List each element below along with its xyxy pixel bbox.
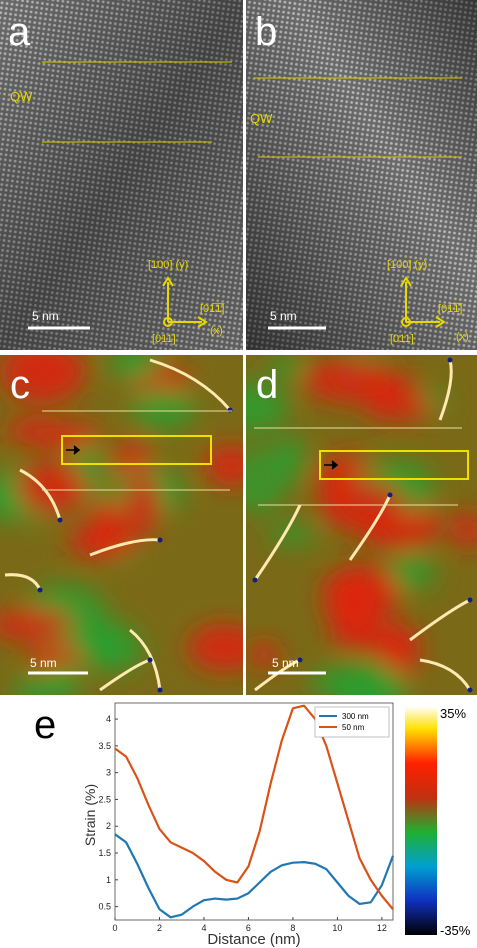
y-tick-label: 4 (106, 714, 111, 724)
strain-blob (268, 524, 317, 545)
axis-label: [011] (152, 333, 176, 345)
y-tick-label: 1.5 (98, 848, 111, 858)
dislocation-core (158, 538, 163, 543)
panel-label: d (256, 363, 278, 407)
strain-blob (363, 394, 434, 421)
y-tick-label: 0.5 (98, 902, 111, 912)
y-tick-label: 3.5 (98, 741, 111, 751)
x-tick-label: 12 (377, 923, 387, 933)
axis-label: [100] (y) (148, 259, 188, 271)
tem-shade (246, 0, 477, 350)
axis-label: (x) (456, 331, 469, 343)
figure: a b QW QW [100] (y) [01̅1̅] (x) [011] [1… (0, 0, 477, 948)
qw-label: QW (250, 111, 273, 126)
y-tick-label: 2.5 (98, 794, 111, 804)
axis-label: [01̅1̅] (200, 303, 225, 315)
x-axis-title: Distance (nm) (207, 931, 300, 948)
panel-label: e (34, 703, 56, 747)
x-tick-label: 0 (112, 923, 117, 933)
x-tick-label: 8 (290, 923, 295, 933)
scale-label: 5 nm (272, 656, 299, 670)
axis-label: [01̅1̅] (438, 303, 463, 315)
scale-label: 5 nm (30, 656, 57, 670)
dislocation-core (388, 493, 393, 498)
axis-label: (x) (210, 325, 223, 337)
legend-label: 50 nm (342, 723, 365, 732)
dislocation-core (148, 658, 153, 663)
panel-label: a (8, 10, 31, 54)
dislocation-core (38, 588, 43, 593)
strain-blob (131, 388, 195, 429)
x-tick-label: 4 (201, 923, 206, 933)
dislocation-core (58, 518, 63, 523)
panel-label: b (255, 10, 277, 54)
x-tick-label: 6 (246, 923, 251, 933)
scale-label: 5 nm (32, 309, 59, 323)
y-tick-label: 2 (106, 821, 111, 831)
colorbar-label: 35% (440, 706, 466, 721)
dislocation-core (468, 598, 473, 603)
strain-blob (110, 345, 159, 381)
tem-shade (0, 0, 243, 350)
axis-label: [100] (y) (387, 259, 427, 271)
y-tick-label: 1 (106, 875, 111, 885)
x-tick-label: 2 (157, 923, 162, 933)
y-tick-label: 3 (106, 768, 111, 778)
dislocation-core (448, 358, 453, 363)
dislocation-core (228, 408, 233, 413)
dislocation-core (158, 688, 163, 693)
scale-label: 5 nm (270, 309, 297, 323)
strain-blob (321, 480, 404, 532)
qw-label: QW (10, 89, 33, 104)
legend-label: 300 nm (342, 712, 369, 721)
strain-blob (322, 564, 399, 624)
colorbar-label: -35% (440, 923, 471, 938)
dislocation-core (253, 578, 258, 583)
strain-blob (17, 463, 88, 515)
y-axis-title: Strain (%) (82, 784, 98, 846)
x-tick-label: 10 (332, 923, 342, 933)
strain-blob (78, 631, 143, 672)
colorbar (405, 706, 437, 935)
panel-label: c (10, 363, 30, 407)
axis-label: [011] (390, 333, 414, 345)
strain-blob (125, 473, 160, 537)
dislocation-core (468, 688, 473, 693)
